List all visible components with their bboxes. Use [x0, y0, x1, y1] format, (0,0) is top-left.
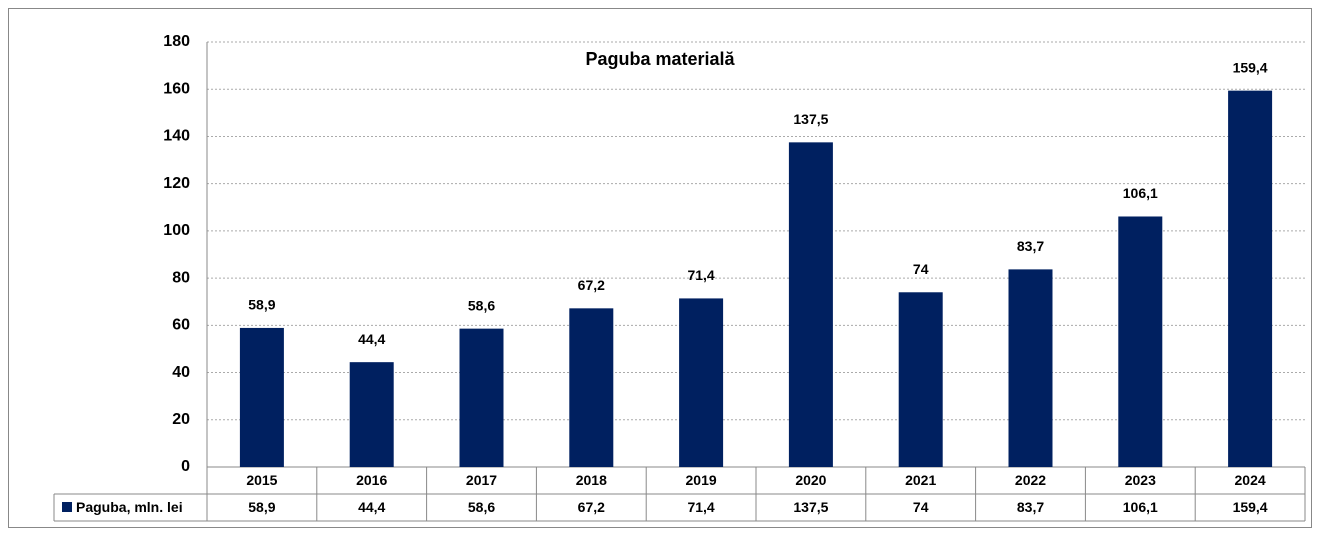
data-label: 74: [913, 261, 929, 277]
table-value: 83,7: [1017, 499, 1044, 515]
bar: [239, 327, 284, 467]
bar: [1228, 90, 1273, 467]
y-tick-label: 100: [163, 222, 190, 239]
table-value: 71,4: [687, 499, 714, 515]
chart-title: Paguba materială: [585, 49, 735, 69]
x-tick-label: 2020: [795, 472, 826, 488]
x-tick-label: 2017: [466, 472, 497, 488]
y-tick-label: 20: [172, 411, 190, 428]
y-tick-label: 60: [172, 317, 190, 334]
data-label: 58,9: [248, 297, 275, 313]
data-label: 58,6: [468, 297, 495, 313]
table-value: 58,9: [248, 499, 275, 515]
x-tick-label: 2021: [905, 472, 936, 488]
data-label: 44,4: [358, 331, 385, 347]
table-value: 106,1: [1123, 499, 1158, 515]
data-label: 159,4: [1233, 59, 1268, 75]
y-tick-label: 120: [163, 175, 190, 192]
x-tick-label: 2024: [1235, 472, 1266, 488]
table-value: 67,2: [578, 499, 605, 515]
bar: [459, 328, 504, 467]
table-value: 159,4: [1233, 499, 1268, 515]
data-label: 106,1: [1123, 185, 1158, 201]
x-tick-label: 2023: [1125, 472, 1156, 488]
data-label: 83,7: [1017, 238, 1044, 254]
y-tick-label: 80: [172, 269, 190, 286]
bar: [679, 298, 724, 467]
bar: [1118, 216, 1163, 467]
x-tick-label: 2016: [356, 472, 387, 488]
bar: [349, 362, 394, 467]
x-tick-label: 2019: [686, 472, 717, 488]
bar: [1008, 269, 1053, 467]
x-tick-label: 2018: [576, 472, 607, 488]
table-value: 74: [913, 499, 929, 515]
y-tick-label: 160: [163, 80, 190, 97]
bar: [569, 308, 614, 467]
table-value: 58,6: [468, 499, 495, 515]
x-tick-label: 2015: [246, 472, 277, 488]
y-tick-label: 140: [163, 128, 190, 145]
bar: [788, 142, 833, 467]
data-label: 67,2: [578, 277, 605, 293]
table-value: 44,4: [358, 499, 385, 515]
chart-border: [8, 8, 1312, 528]
data-label: 137,5: [793, 111, 828, 127]
y-tick-label: 180: [163, 33, 190, 50]
y-tick-label: 0: [181, 458, 190, 475]
legend-marker: [62, 502, 72, 512]
bar: [898, 292, 943, 467]
legend-label: Paguba, mln. lei: [76, 499, 183, 515]
y-tick-label: 40: [172, 364, 190, 381]
table-value: 137,5: [793, 499, 828, 515]
data-label: 71,4: [687, 267, 714, 283]
x-tick-label: 2022: [1015, 472, 1046, 488]
